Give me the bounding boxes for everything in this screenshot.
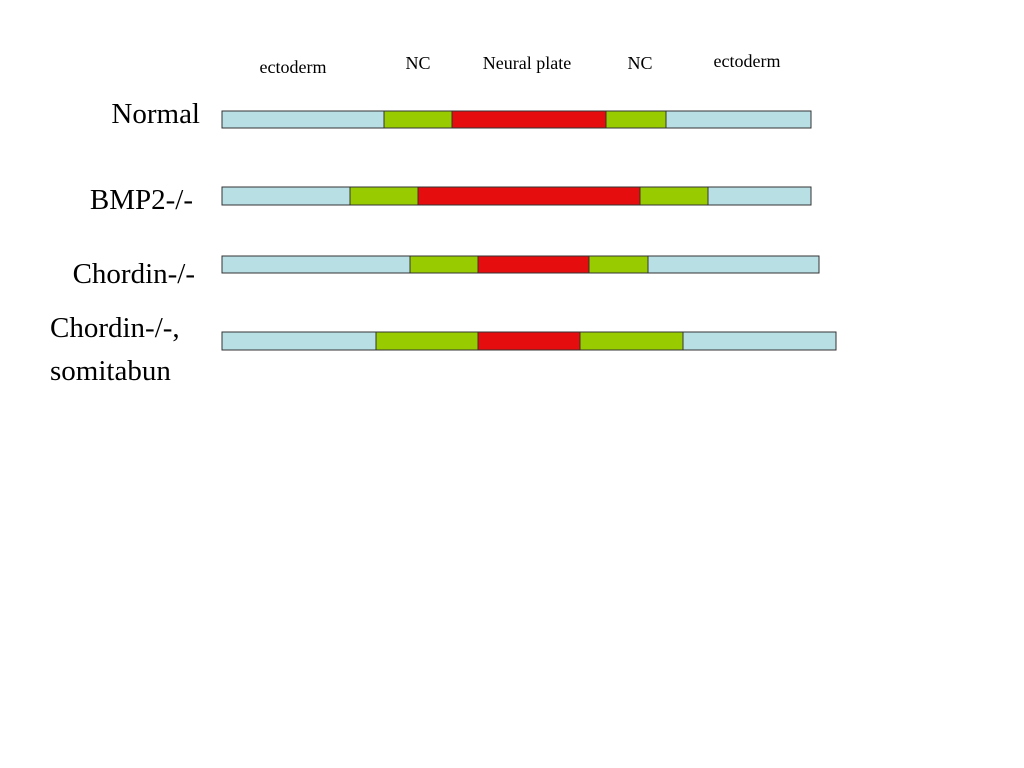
neural-plate-segment [477, 255, 590, 274]
header-label: NC [627, 53, 652, 73]
ectoderm-segment [221, 110, 385, 129]
ectoderm-segment [665, 110, 812, 129]
bar-bmp2 [221, 186, 812, 206]
header-label: NC [405, 53, 430, 73]
header-label: ectoderm [714, 51, 781, 71]
header-label: ectoderm [260, 57, 327, 77]
ectoderm-segment [682, 331, 837, 351]
nc-segment [383, 110, 453, 129]
header-label: Neural plate [483, 53, 571, 73]
nc-segment [639, 186, 709, 206]
nc-segment [349, 186, 419, 206]
nc-segment [409, 255, 479, 274]
row-label: BMP2-/- [90, 184, 193, 216]
neural-plate-segment [477, 331, 581, 351]
ectoderm-segment [221, 331, 377, 351]
ectoderm-segment [221, 255, 411, 274]
neural-plate-segment [451, 110, 607, 129]
neural-plate-segment [417, 186, 641, 206]
ectoderm-segment [707, 186, 812, 206]
bar-chordin-somitabun [221, 331, 837, 351]
nc-segment [579, 331, 684, 351]
row-label: Chordin-/- [73, 258, 195, 290]
bar-chordin [221, 255, 820, 274]
row-label: Chordin-/-, [50, 312, 180, 344]
nc-segment [588, 255, 649, 274]
bar-normal [221, 110, 812, 129]
ectoderm-segment [647, 255, 820, 274]
ectoderm-segment [221, 186, 351, 206]
row-label: Normal [111, 98, 200, 130]
row-label: somitabun [50, 355, 171, 387]
nc-segment [605, 110, 667, 129]
nc-segment [375, 331, 479, 351]
